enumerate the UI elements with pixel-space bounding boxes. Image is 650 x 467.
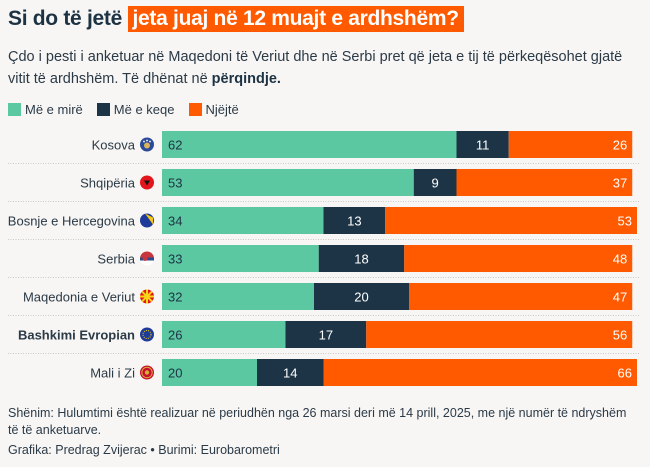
data-label: 13 [347,214,361,229]
bar-segment [162,359,257,386]
legend-item-same: Njëjtë [188,102,239,117]
footer-note: Shënim: Hulumtimi është realizuar në per… [8,406,627,437]
data-label: 66 [618,366,632,381]
bosnia-flag-icon [140,213,154,228]
bar-segment [385,207,637,234]
montenegro-flag-icon [140,365,154,380]
legend: Më e mirë Më e keqe Njëjtë [8,102,239,117]
bar-segment [404,245,633,272]
legend-item-worse: Më e keqe [96,102,175,117]
bar-segment [314,283,409,310]
north-macedonia-flag-icon [140,289,154,304]
bar-segment [285,321,367,348]
data-label: 56 [613,328,627,343]
legend-label-better: Më e mirë [25,102,83,117]
category-label: Maqedonia e Veriut [23,290,135,305]
bar-segment [413,169,457,196]
bar-segment [162,169,414,196]
data-label: 18 [354,252,368,267]
data-label: 37 [613,176,627,191]
data-label: 33 [168,252,182,267]
data-label: 20 [168,366,182,381]
albania-flag-icon [140,175,154,190]
category-label: Serbia [97,252,135,267]
data-label: 20 [354,290,368,305]
bar-segment [323,207,386,234]
legend-label-worse: Më e keqe [113,102,175,117]
stacked-bar-chart: Kosova 62 11 26 Shqipëria 53 9 37 Bosnje e Herce… [8,131,640,386]
serbia-flag-icon [140,251,154,266]
data-label: 14 [283,366,297,381]
legend-swatch-worse [96,103,110,116]
subtitle-bold: përqindje. [211,71,281,87]
category-label: Bashkimi Evropian [18,328,135,343]
legend-item-better: Më e mirë [8,102,83,117]
bar-segment [257,359,324,386]
bar-segment [162,283,314,310]
legend-swatch-better [8,103,21,116]
chart-title: Si do të jetë jeta juaj në 12 muajt e ar… [8,6,464,32]
legend-label-same: Njëjtë [205,102,239,117]
chart-title-highlight: jeta juaj në 12 muajt e ardhshëm? [127,6,464,32]
category-label: Mali i Zi [90,366,135,381]
data-label: 53 [618,214,632,229]
data-label: 47 [613,290,627,305]
data-label: 53 [168,176,182,191]
data-label: 26 [168,328,182,343]
eu-flag-icon [140,327,154,342]
bar-segment [162,245,319,272]
data-label: 32 [168,290,182,305]
bar-segment [456,131,509,158]
bar-segment [323,359,637,386]
subtitle-text: Çdo i pesti i anketuar në Maqedoni të Ve… [8,49,623,87]
data-label: 34 [168,214,182,229]
bar-segment [162,131,457,158]
kosovo-flag-icon [140,137,154,152]
data-label: 62 [168,138,182,153]
bar-segment [162,207,324,234]
legend-swatch-same [188,103,202,116]
bar-segment [318,245,405,272]
category-label: Shqipëria [80,176,136,191]
bar-segment [508,131,633,158]
footer-credit: Grafika: Predrag Zvijerac • Burimi: Euro… [8,443,280,457]
bar-segment [456,169,633,196]
data-label: 11 [476,138,490,153]
category-label: Kosova [92,138,136,153]
bar-segment [366,321,633,348]
data-label: 17 [319,328,333,343]
chart-title-plain: Si do të jetë [8,7,122,30]
data-label: 9 [432,176,439,191]
category-label: Bosnje e Hercegovina [8,214,136,229]
chart-subtitle: Çdo i pesti i anketuar në Maqedoni të Ve… [8,46,638,90]
data-label: 26 [613,138,627,153]
bar-segment [162,321,286,348]
data-label: 48 [613,252,627,267]
bar-segment [409,283,633,310]
